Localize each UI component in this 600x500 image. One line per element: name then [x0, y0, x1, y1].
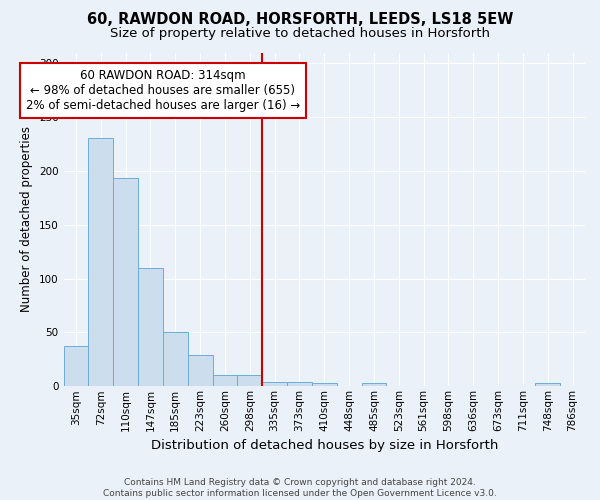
Text: 60 RAWDON ROAD: 314sqm
← 98% of detached houses are smaller (655)
2% of semi-det: 60 RAWDON ROAD: 314sqm ← 98% of detached… [26, 68, 300, 112]
Bar [64, 346, 88, 387]
Bar [262, 382, 287, 386]
Bar [362, 383, 386, 386]
Text: 60, RAWDON ROAD, HORSFORTH, LEEDS, LS18 5EW: 60, RAWDON ROAD, HORSFORTH, LEEDS, LS18 … [87, 12, 513, 28]
Text: Size of property relative to detached houses in Horsforth: Size of property relative to detached ho… [110, 28, 490, 40]
Bar [113, 178, 138, 386]
Bar [188, 355, 212, 386]
Y-axis label: Number of detached properties: Number of detached properties [20, 126, 34, 312]
X-axis label: Distribution of detached houses by size in Horsforth: Distribution of detached houses by size … [151, 440, 498, 452]
Bar [88, 138, 113, 386]
Text: Contains HM Land Registry data © Crown copyright and database right 2024.
Contai: Contains HM Land Registry data © Crown c… [103, 478, 497, 498]
Bar [163, 332, 188, 386]
Bar [287, 382, 312, 386]
Bar [212, 376, 238, 386]
Bar [238, 376, 262, 386]
Bar [138, 268, 163, 386]
Bar [535, 383, 560, 386]
Bar [312, 383, 337, 386]
